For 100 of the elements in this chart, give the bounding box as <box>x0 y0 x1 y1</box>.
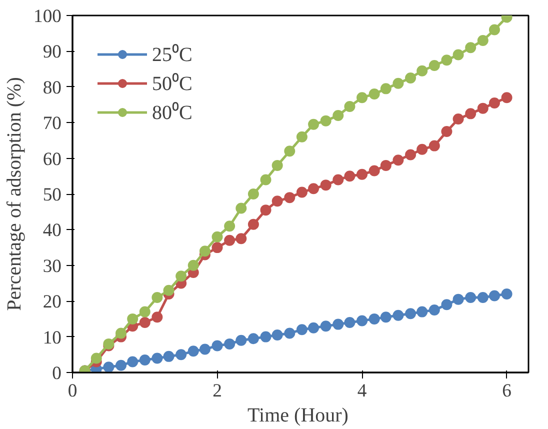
point <box>224 234 236 246</box>
point <box>416 144 428 155</box>
point <box>441 126 452 138</box>
point <box>344 170 356 182</box>
point <box>356 92 368 104</box>
y-tick-label: 0 <box>52 363 62 384</box>
point <box>103 362 114 372</box>
point <box>320 320 332 332</box>
point <box>163 284 174 296</box>
point <box>284 192 296 204</box>
y-tick-label: 40 <box>42 220 62 242</box>
x-tick-label: 4 <box>357 380 368 402</box>
point <box>344 101 356 112</box>
point <box>115 328 126 339</box>
point <box>90 352 102 364</box>
point <box>115 360 126 371</box>
y-tick-label: 30 <box>42 256 62 277</box>
point <box>380 83 392 94</box>
point <box>477 35 488 46</box>
x-tick-label: 2 <box>212 380 222 402</box>
point <box>199 246 210 257</box>
point <box>405 149 416 160</box>
y-tick-label: 10 <box>42 327 62 348</box>
point <box>465 42 476 54</box>
point <box>416 306 428 318</box>
point <box>392 310 404 321</box>
point <box>332 174 344 186</box>
point <box>308 183 320 194</box>
x-tick-label: 0 <box>68 380 78 402</box>
point <box>368 313 380 324</box>
point <box>501 92 512 104</box>
point <box>296 186 308 198</box>
point <box>368 165 380 176</box>
point <box>405 308 416 320</box>
point <box>224 220 236 232</box>
point <box>477 292 488 304</box>
point <box>127 313 138 324</box>
y-tick-label: 70 <box>42 113 62 134</box>
point <box>212 340 223 352</box>
point <box>465 108 476 120</box>
point <box>416 65 428 76</box>
point <box>392 154 404 166</box>
point <box>356 168 368 180</box>
point <box>272 330 283 341</box>
point <box>452 49 464 60</box>
x-tick-label: 6 <box>502 380 512 402</box>
point <box>272 160 283 171</box>
point <box>368 88 380 100</box>
y-tick-label: 100 <box>34 6 62 27</box>
point <box>284 328 296 339</box>
point <box>501 288 512 300</box>
point <box>260 204 272 216</box>
point <box>248 188 259 200</box>
point <box>488 290 500 302</box>
point <box>452 294 464 305</box>
point <box>176 270 187 282</box>
point <box>428 60 440 71</box>
point <box>188 260 199 271</box>
point <box>163 350 174 362</box>
point <box>441 54 452 66</box>
point <box>332 110 344 121</box>
point <box>199 344 210 355</box>
point <box>260 331 272 342</box>
y-tick-label: 50 <box>42 184 62 206</box>
point <box>428 304 440 316</box>
point <box>488 97 500 108</box>
point <box>260 174 272 186</box>
point <box>308 322 320 334</box>
point <box>139 306 150 318</box>
point <box>152 312 163 323</box>
point <box>428 140 440 152</box>
point <box>224 338 236 350</box>
y-tick-label: 90 <box>42 42 62 63</box>
point <box>320 180 332 191</box>
point <box>248 218 259 230</box>
point <box>152 292 163 304</box>
point <box>296 131 308 142</box>
point <box>236 334 247 346</box>
y-tick-label: 80 <box>42 77 62 98</box>
point <box>344 317 356 328</box>
point <box>405 72 416 84</box>
point <box>380 312 392 323</box>
point <box>176 349 187 360</box>
legend-label: 25⁰C <box>152 43 192 67</box>
point <box>152 352 163 364</box>
point <box>320 115 332 126</box>
legend-label: 80⁰C <box>152 101 192 125</box>
point <box>488 24 500 36</box>
legend-label: 50⁰C <box>152 72 192 96</box>
point <box>477 102 488 114</box>
point <box>236 233 247 244</box>
point <box>212 242 223 254</box>
point <box>139 317 150 328</box>
point <box>380 160 392 171</box>
point <box>272 196 283 207</box>
point <box>441 299 452 310</box>
x-axis-title: Time (Hour) <box>248 404 348 426</box>
point <box>392 78 404 89</box>
y-tick-label: 20 <box>42 292 62 313</box>
point <box>139 354 150 366</box>
